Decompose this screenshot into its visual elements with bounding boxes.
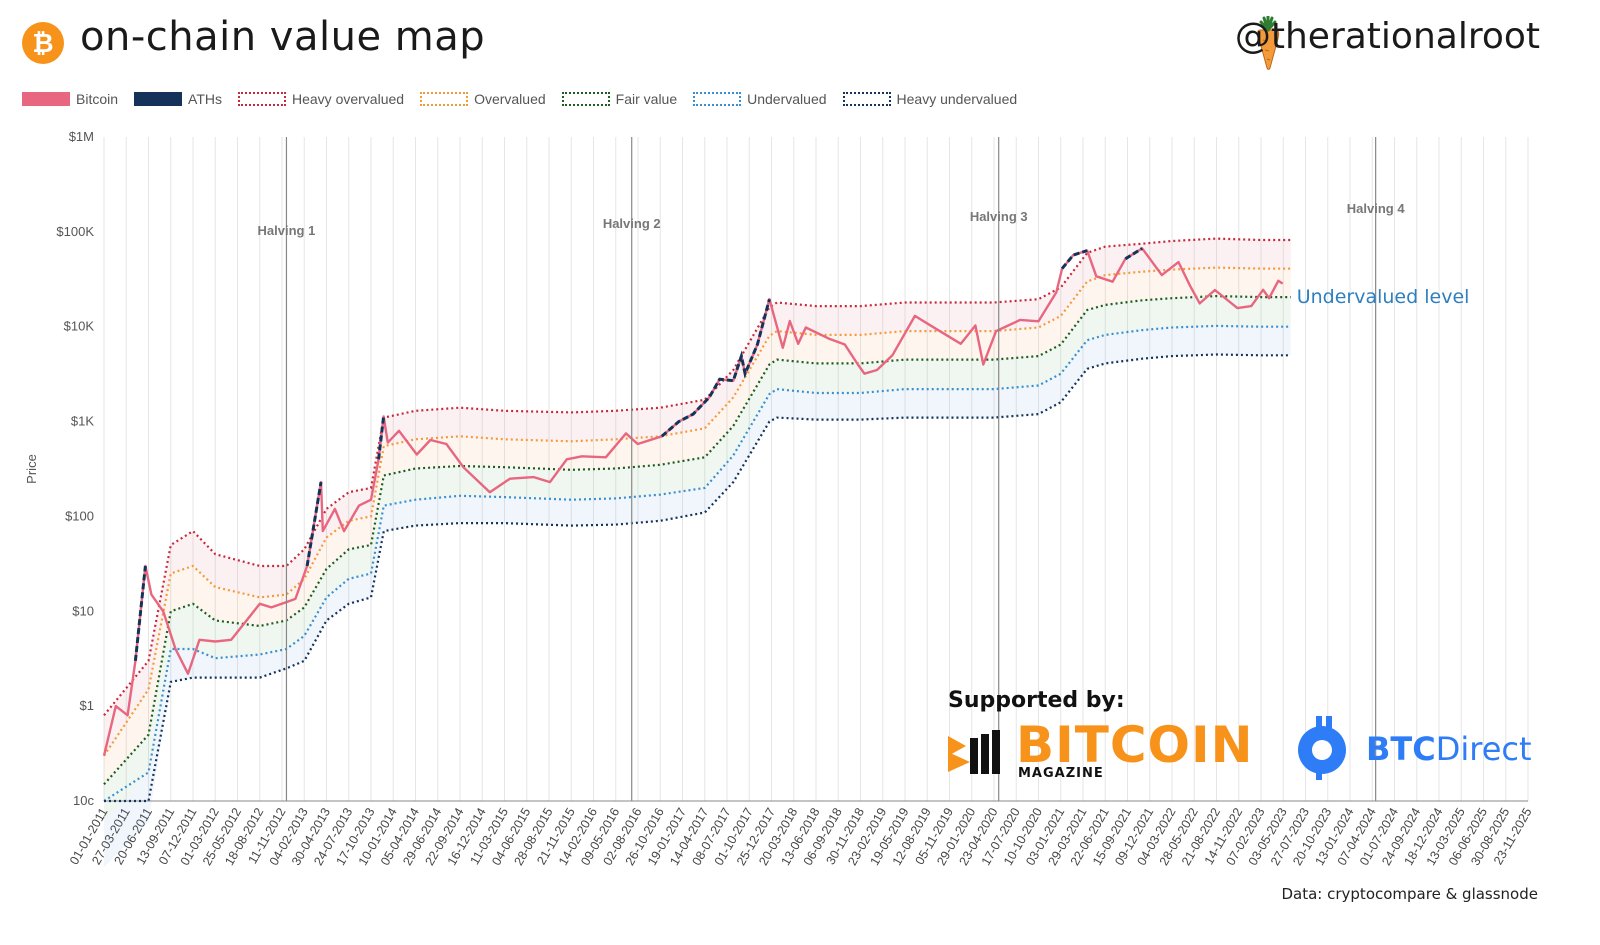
legend-item-5[interactable]: Undervalued bbox=[693, 91, 827, 107]
legend-swatch bbox=[561, 92, 610, 106]
sponsors: Supported by: BITCOIN MAGAZINE BTCDirect bbox=[948, 688, 1548, 798]
band-line-2 bbox=[103, 294, 1291, 786]
y-tick-label: 10c bbox=[73, 793, 94, 808]
btc-direct-wordmark: BTCDirect bbox=[1366, 730, 1532, 768]
bitcoin-magazine-logo-icon bbox=[948, 730, 1000, 774]
legend-swatch bbox=[22, 92, 70, 106]
band-line-3 bbox=[103, 324, 1291, 802]
data-source-note: Data: cryptocompare & glassnode bbox=[1281, 885, 1538, 903]
ath-segment bbox=[1124, 247, 1143, 261]
halving-label: Halving 4 bbox=[1347, 201, 1406, 216]
y-tick-label: $10 bbox=[72, 603, 94, 618]
halving-label: Halving 1 bbox=[258, 223, 316, 238]
ath-segment bbox=[660, 298, 771, 438]
legend-swatch bbox=[842, 92, 891, 106]
author-handle: @therationalroot bbox=[1234, 16, 1540, 57]
legend-item-3[interactable]: Overvalued bbox=[420, 91, 546, 107]
legend-label: Undervalued bbox=[747, 91, 827, 107]
legend-item-0[interactable]: Bitcoin bbox=[22, 91, 118, 107]
value-map-chart: 01-01-201127-03-201120-06-201113-09-2011… bbox=[24, 129, 1535, 868]
legend-label: Bitcoin bbox=[76, 91, 119, 107]
page-title: on-chain value map bbox=[80, 14, 486, 60]
legend-label: ATHs bbox=[188, 91, 222, 107]
y-tick-label: $1 bbox=[80, 698, 94, 713]
bitcoin-price-line bbox=[102, 247, 1284, 756]
ath-segment bbox=[1060, 249, 1088, 270]
legend-swatch bbox=[693, 92, 742, 106]
legend-label: Overvalued bbox=[474, 91, 546, 107]
header: ₿ on-chain value map @therationalroot bbox=[0, 0, 1600, 80]
band-fill-3 bbox=[104, 325, 1291, 868]
legend-swatch bbox=[134, 92, 183, 106]
supported-by-label: Supported by: bbox=[948, 688, 1125, 713]
legend-label: Heavy overvalued bbox=[292, 91, 405, 107]
y-tick-label: $10K bbox=[64, 319, 95, 334]
legend-item-1[interactable]: ATHs bbox=[134, 91, 222, 107]
chart-legend: Bitcoin ATHs Heavy overvalued Overvalued Fai… bbox=[22, 90, 1033, 108]
btc-direct-logo-icon bbox=[1298, 716, 1346, 780]
ath-segment bbox=[377, 416, 386, 460]
legend-label: Fair value bbox=[615, 91, 678, 107]
legend-swatch bbox=[420, 92, 469, 106]
ath-segment bbox=[305, 481, 323, 567]
band-line-1 bbox=[103, 266, 1291, 757]
legend-item-4[interactable]: Fair value bbox=[561, 91, 678, 107]
y-tick-label: $100 bbox=[65, 508, 94, 523]
y-tick-label: $100K bbox=[56, 224, 94, 239]
legend-swatch bbox=[238, 92, 286, 106]
y-axis-label: Price bbox=[24, 454, 39, 484]
undervalued-level-annotation: Undervalued level bbox=[1297, 286, 1470, 308]
y-tick-label: $1M bbox=[69, 129, 94, 144]
band-fill-2 bbox=[104, 296, 1291, 823]
halving-label: Halving 2 bbox=[603, 216, 661, 231]
halving-label: Halving 3 bbox=[970, 209, 1028, 224]
legend-item-2[interactable]: Heavy overvalued bbox=[238, 91, 404, 107]
bitcoin-icon: ₿ bbox=[22, 22, 64, 64]
bitcoin-magazine-wordmark: BITCOIN bbox=[1016, 716, 1254, 774]
ath-segment bbox=[133, 565, 147, 662]
bitcoin-magazine-subtitle: MAGAZINE bbox=[1018, 766, 1104, 781]
band-line-0 bbox=[103, 237, 1291, 716]
legend-label: Heavy undervalued bbox=[896, 91, 1018, 107]
carrot-icon bbox=[1257, 16, 1280, 70]
legend-item-6[interactable]: Heavy undervalued bbox=[842, 91, 1018, 107]
y-tick-label: $1K bbox=[71, 414, 94, 429]
